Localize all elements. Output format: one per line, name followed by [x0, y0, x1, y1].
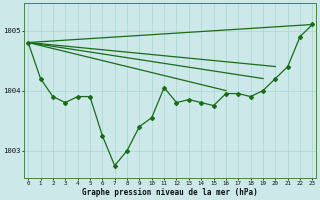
X-axis label: Graphe pression niveau de la mer (hPa): Graphe pression niveau de la mer (hPa): [83, 188, 258, 197]
